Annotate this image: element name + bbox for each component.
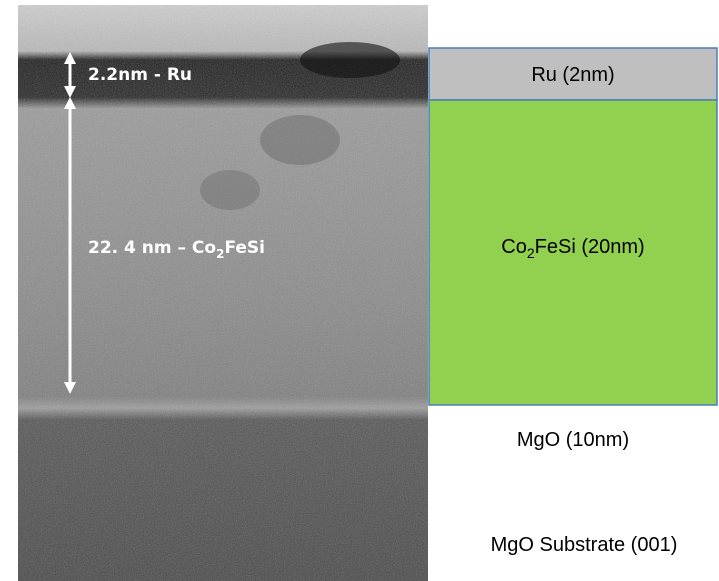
subscript: 2	[527, 245, 535, 261]
layer-label: MgO Substrate (001)	[491, 534, 678, 556]
annotation: 22. 4 nm – Co2FeSi	[88, 238, 265, 261]
text: Co	[501, 236, 527, 258]
layer-label: MgO (10nm)	[517, 429, 629, 451]
subscript: 2	[216, 247, 224, 261]
layer-label: Ru (2nm)	[531, 64, 614, 86]
text: FeSi (20nm)	[535, 236, 645, 258]
page: {"image": {"annotations": [ {"label": ["…	[0, 0, 719, 581]
figure: 2.2nm - Ru 22. 4 nm – Co2FeSi Ru (2nm) C…	[0, 0, 719, 581]
text: 22. 4 nm – Co	[88, 238, 216, 258]
text: FeSi	[224, 238, 265, 258]
layer-label: Co2FeSi (20nm)	[501, 236, 644, 261]
annotation: 2.2nm - Ru	[88, 65, 192, 85]
tem-image	[18, 5, 428, 581]
